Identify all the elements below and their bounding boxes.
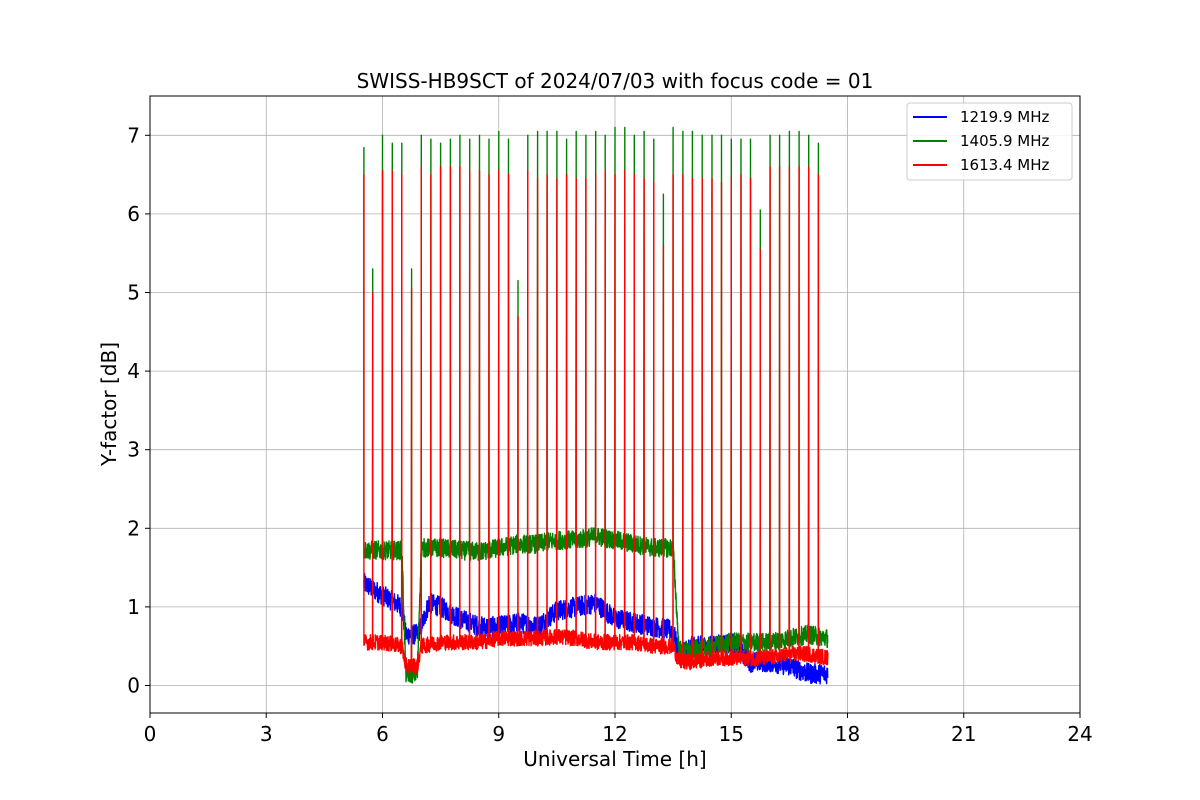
x-axis-title: Universal Time [h]	[523, 747, 706, 771]
x-tick-label-2: 6	[376, 722, 389, 746]
y-tick-label-7: 7	[127, 123, 140, 147]
y-axis-title: Y-factor [dB]	[97, 342, 121, 467]
y-tick-label-5: 5	[127, 280, 140, 304]
x-tick-label-0: 0	[144, 722, 157, 746]
legend-label-1: 1405.9 MHz	[960, 132, 1049, 150]
y-axis: 0 1 2 3 4 5 6 7	[127, 123, 150, 697]
series-lines	[363, 126, 829, 685]
legend: 1219.9 MHz 1405.9 MHz 1613.4 MHz	[906, 102, 1073, 181]
legend-box	[906, 102, 1073, 181]
x-tick-label-1: 3	[260, 722, 273, 746]
y-tick-label-0: 0	[127, 673, 140, 697]
series-line-2	[363, 166, 829, 675]
y-tick-label-6: 6	[127, 202, 140, 226]
chart-title: SWISS-HB9SCT of 2024/07/03 with focus co…	[357, 69, 874, 93]
y-tick-label-4: 4	[127, 359, 140, 383]
x-tick-label-6: 18	[835, 722, 860, 746]
legend-label-0: 1219.9 MHz	[960, 108, 1049, 126]
legend-label-2: 1613.4 MHz	[960, 156, 1049, 174]
y-tick-label-3: 3	[127, 438, 140, 462]
y-tick-label-2: 2	[127, 516, 140, 540]
x-tick-label-4: 12	[602, 722, 627, 746]
x-tick-label-8: 24	[1067, 722, 1092, 746]
x-tick-label-7: 21	[951, 722, 976, 746]
x-axis: 0 3 6 9 12 15 18 21 24	[144, 713, 1093, 746]
x-tick-label-5: 15	[719, 722, 744, 746]
y-tick-label-1: 1	[127, 595, 140, 619]
x-tick-label-3: 9	[492, 722, 505, 746]
